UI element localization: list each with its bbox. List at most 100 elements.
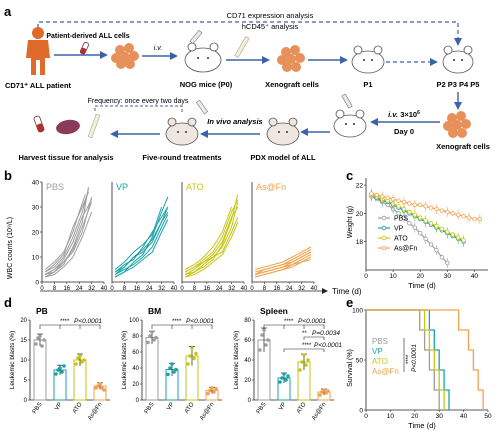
sig-bracket-2 xyxy=(303,336,325,340)
sig-stars: **** xyxy=(284,319,294,325)
weight-point xyxy=(477,216,483,222)
x-tick-label: 8 xyxy=(123,286,127,292)
x-tick-label: 32 xyxy=(228,286,235,292)
y-tick-label: 0 xyxy=(136,398,140,404)
data-point xyxy=(98,382,102,386)
weight-point xyxy=(466,215,472,220)
data-point xyxy=(150,330,154,334)
weight-point xyxy=(423,218,428,223)
iv-label: i.v. xyxy=(154,45,162,52)
x-tick-label: 32 xyxy=(298,286,305,292)
pdx-label: PDX model of ALL xyxy=(250,153,316,162)
wbc-subplot-3: 0 8 16 24 32 40 As@Fn xyxy=(250,182,318,292)
weight-point xyxy=(385,195,390,201)
p1-label: P1 xyxy=(363,80,372,89)
y-tick-label: 15 xyxy=(20,338,27,344)
y-tick-label: 0 xyxy=(359,408,363,415)
wbc-line xyxy=(44,199,93,275)
weight-point xyxy=(445,260,450,266)
sig-pvalue: P<0.0001 xyxy=(74,318,102,325)
x-tick-label: 40 xyxy=(471,273,479,280)
legend-label: As@Fn xyxy=(394,246,418,253)
wbc-line xyxy=(114,206,163,270)
data-point xyxy=(74,362,78,366)
data-point xyxy=(40,344,44,348)
wbc-line xyxy=(254,256,312,275)
wbc-line xyxy=(44,191,89,273)
sig-bracket xyxy=(39,324,101,329)
data-point xyxy=(148,334,152,338)
data-point xyxy=(146,340,150,345)
xenograft-cells-2-icon xyxy=(443,111,471,138)
freq-label: Frequency: once every two days xyxy=(88,98,189,105)
legend-marker xyxy=(381,215,387,221)
sig-bracket xyxy=(151,324,213,329)
weight-point xyxy=(396,211,401,216)
panel-b-label: b xyxy=(4,168,12,183)
sig-pvalue: P<0.0001 xyxy=(298,318,326,325)
wbc-line xyxy=(184,206,233,270)
legend-marker xyxy=(381,235,387,241)
y-tick-label: 20 xyxy=(32,230,40,237)
data-point xyxy=(278,380,282,384)
analysis-top-2: hCD45⁺ analysis xyxy=(242,22,299,31)
data-point xyxy=(186,362,190,366)
blasts-subplot-0: Leukemic blasts (%) PB 0 5 10 15 20 PBS VP ATO As@… xyxy=(9,306,110,422)
sig-stars: **** xyxy=(172,319,182,325)
panel-c-xlabel: Time (d) xyxy=(408,281,436,290)
y-tick-label: 10 xyxy=(32,255,40,262)
wbc-line xyxy=(114,206,169,273)
legend-marker xyxy=(381,225,387,231)
wbc-subplot-0: 0 10 20 30 40 0 8 16 24 32 40 PBS xyxy=(32,180,108,293)
group-title: PBS xyxy=(46,182,64,192)
category-label: ATO xyxy=(296,401,308,414)
weight-point xyxy=(401,199,407,205)
sig-pvalue: P<0.0001 xyxy=(411,344,418,372)
panel-b-ylabel: WBC counts (10⁹/L) xyxy=(7,217,14,279)
category-label: PBS xyxy=(256,402,268,415)
patient-person-icon xyxy=(26,27,50,75)
data-point xyxy=(264,343,268,347)
data-point xyxy=(82,358,86,362)
subpanel-title: PB xyxy=(36,306,48,316)
y-tick-label: 100 xyxy=(352,308,363,315)
x-tick-label: 32 xyxy=(158,286,165,292)
data-point xyxy=(208,388,212,393)
x-tick-label: 8 xyxy=(263,286,267,292)
sig-bracket-3 xyxy=(283,348,325,352)
category-label: PBS xyxy=(144,402,156,415)
bar-PBS xyxy=(33,339,47,401)
weight-point xyxy=(423,204,428,209)
y-tick-label: 0 xyxy=(35,280,39,287)
data-point xyxy=(306,358,310,362)
five-label: Five-round treatments xyxy=(142,153,221,162)
y-tick-label: 0 xyxy=(24,398,28,404)
category-label: As@Fn xyxy=(87,402,103,422)
x-tick-label: 40 xyxy=(460,413,468,420)
y-tick-label: 20 xyxy=(356,211,364,218)
wbc-line xyxy=(254,251,312,275)
data-point xyxy=(34,342,38,346)
x-tick-label: 20 xyxy=(417,273,425,280)
panel-c-plot: 18 20 22 0 10 20 30 40 PBS VP ATO As@Fn xyxy=(356,178,488,280)
x-tick-label: 16 xyxy=(273,286,280,292)
data-point xyxy=(54,372,58,376)
wbc-subplot-1: 0 8 16 24 32 40 VP xyxy=(110,182,178,292)
wbc-line xyxy=(44,201,93,275)
wbc-line xyxy=(184,206,239,273)
wbc-line xyxy=(254,249,312,273)
x-tick-label: 0 xyxy=(250,286,254,292)
x-tick-label: 30 xyxy=(436,413,444,420)
wbc-line xyxy=(114,214,169,275)
weight-point xyxy=(390,197,396,202)
panel-c-label: c xyxy=(346,168,353,183)
data-point xyxy=(302,353,306,357)
p2to5-label: P2 P3 P4 P5 xyxy=(437,80,480,89)
data-point xyxy=(266,338,270,342)
sig-pvalue-3: P<0.0001 xyxy=(314,342,342,349)
panel-e: e Survival (%) 0 50 100 0 10 20 30 40 50 PBSVPATO… xyxy=(346,295,492,430)
blasts-ylabel: Leukemic blasts (%) xyxy=(233,331,240,390)
y-tick-label: 60 xyxy=(132,350,139,356)
